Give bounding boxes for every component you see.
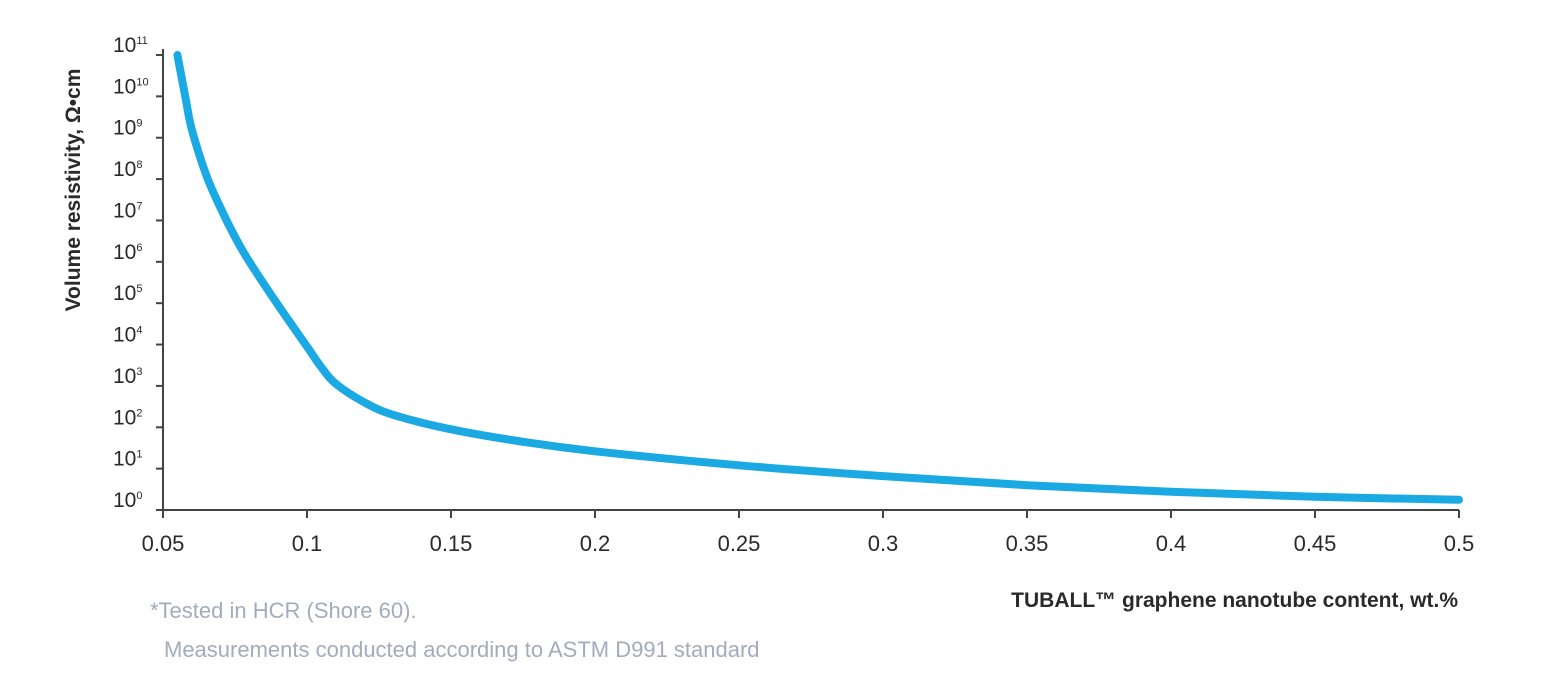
y-tick-label: 105 xyxy=(113,282,142,305)
x-tick-label: 0.1 xyxy=(292,531,323,556)
y-tick-label: 103 xyxy=(113,365,142,388)
y-tick-label: 106 xyxy=(113,241,142,264)
y-tick-label: 1010 xyxy=(113,75,149,98)
x-tick-label: 0.2 xyxy=(580,531,611,556)
y-tick-label: 101 xyxy=(113,448,142,471)
plot-area xyxy=(173,51,1463,504)
y-axis-label: Volume resistivity, Ω•cm xyxy=(62,69,85,312)
x-tick-label: 0.05 xyxy=(142,531,185,556)
x-tick-label: 0.35 xyxy=(1006,531,1049,556)
y-tick-label: 1011 xyxy=(113,34,148,57)
footnote-test-condition: *Tested in HCR (Shore 60). xyxy=(150,598,417,623)
y-tick-label: 100 xyxy=(113,489,142,512)
y-tick-label: 104 xyxy=(113,324,142,347)
y-tick-label: 107 xyxy=(113,199,142,222)
x-tick-label: 0.4 xyxy=(1156,531,1187,556)
x-tick-label: 0.5 xyxy=(1444,531,1475,556)
x-tick-label: 0.3 xyxy=(868,531,899,556)
footnote-standard: Measurements conducted according to ASTM… xyxy=(164,637,760,662)
x-tick-label: 0.25 xyxy=(718,531,761,556)
series-line xyxy=(173,51,1463,504)
y-tick-label: 108 xyxy=(113,158,142,181)
x-axis-label: TUBALL™ graphene nanotube content, wt.% xyxy=(1011,589,1458,612)
x-axis-ticks: 0.05 0.1 0.15 0.2 0.25 0.3 0.35 0.4 0.45 0.5 xyxy=(142,510,1475,556)
x-tick-label: 0.15 xyxy=(430,531,473,556)
y-tick-label: 102 xyxy=(113,406,142,429)
x-tick-label: 0.45 xyxy=(1294,531,1337,556)
y-axis-ticks: 100 101 102 103 104 105 106 107 108 109 1010 1011 xyxy=(113,34,163,512)
chart-axes xyxy=(162,49,1459,511)
y-tick-label: 109 xyxy=(113,117,142,140)
